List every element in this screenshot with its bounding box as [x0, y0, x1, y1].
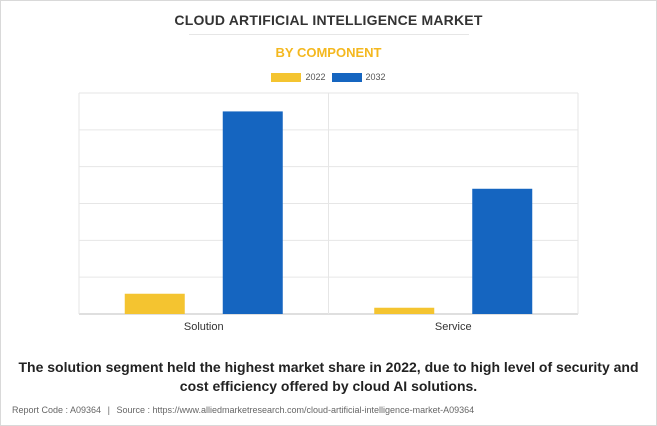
chart-title: CLOUD ARTIFICIAL INTELLIGENCE MARKET — [174, 12, 483, 28]
x-tick-label-service: Service — [435, 321, 472, 333]
legend-swatch-2022 — [271, 72, 302, 82]
x-tick-label-solution: Solution — [184, 321, 224, 333]
legend-swatch-2032 — [331, 72, 362, 82]
bar-solution-2022[interactable] — [124, 293, 185, 314]
x-axis-labels: Solution Service — [184, 321, 472, 333]
bar-service-2022[interactable] — [374, 307, 435, 314]
report-code: Report Code : A09364 — [12, 405, 102, 415]
legend-label-2032: 2032 — [365, 72, 386, 82]
chart-caption: The solution segment held the highest ma… — [18, 359, 639, 394]
bar-solution-2032[interactable] — [222, 111, 283, 315]
legend-item-2022[interactable]: 2022 — [271, 72, 326, 82]
legend-label-2022: 2022 — [305, 72, 326, 82]
bars — [124, 111, 533, 315]
chart-subtitle: BY COMPONENT — [275, 45, 382, 60]
chart-legend: 2022 2032 — [1, 72, 656, 82]
footer-separator: | — [107, 405, 110, 415]
title-divider — [189, 34, 469, 35]
legend-item-2032[interactable]: 2032 — [331, 72, 386, 82]
source-link[interactable]: Source : https://www.alliedmarketresearc… — [116, 405, 475, 415]
bar-service-2032[interactable] — [472, 188, 533, 314]
report-footer: Report Code : A09364 | Source : https://… — [12, 405, 474, 415]
bar-chart-plot: Solution Service — [78, 92, 579, 333]
